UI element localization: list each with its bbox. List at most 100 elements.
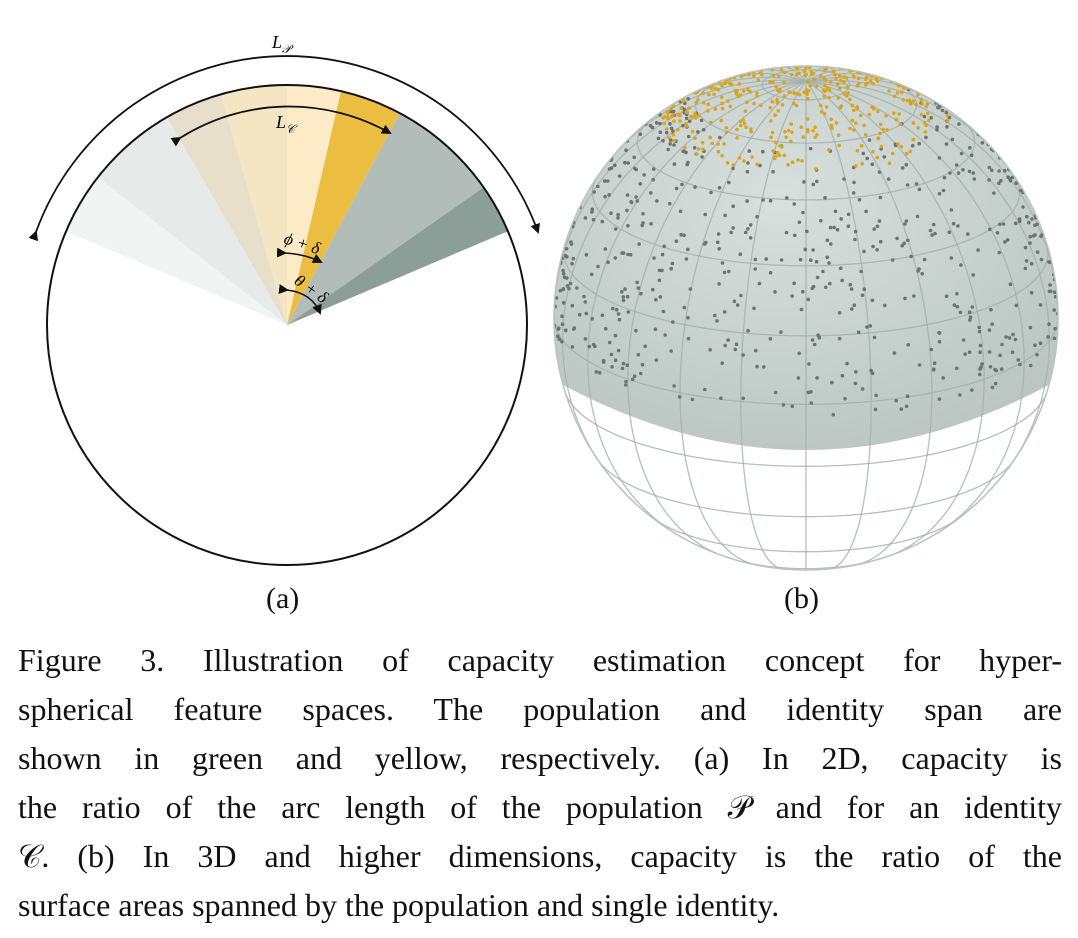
identity-sample-dot	[716, 142, 720, 146]
population-sample-dot	[718, 135, 722, 140]
identity-sample-dot	[863, 77, 868, 81]
population-sample-dot	[660, 268, 664, 273]
panel-b-sphere	[553, 65, 1059, 571]
population-sample-dot	[840, 373, 845, 378]
identity-sample-dot	[664, 127, 669, 131]
population-sample-dot	[589, 272, 594, 277]
population-sample-dot	[1013, 337, 1018, 342]
identity-sample-dot	[919, 97, 924, 102]
population-sample-dot	[988, 365, 993, 369]
identity-sample-dot	[855, 148, 860, 153]
population-sample-dot	[959, 263, 963, 267]
population-sample-dot	[662, 244, 666, 249]
population-sample-dot	[903, 222, 907, 226]
population-sample-dot	[583, 300, 588, 304]
identity-sample-dot	[671, 112, 675, 117]
identity-sample-dot	[661, 116, 665, 120]
population-sample-dot	[616, 212, 620, 217]
population-sample-dot	[563, 328, 568, 333]
population-sample-dot	[1047, 260, 1051, 264]
population-sample-dot	[623, 160, 627, 165]
population-sample-dot	[570, 303, 575, 308]
population-sample-dot	[805, 229, 809, 234]
population-sample-dot	[915, 214, 920, 219]
identity-sample-dot	[836, 133, 841, 137]
population-sample-dot	[621, 251, 626, 255]
population-sample-dot	[852, 180, 856, 185]
identity-sample-dot	[806, 79, 810, 84]
identity-sample-dot	[712, 92, 716, 96]
population-sample-dot	[560, 322, 565, 327]
population-sample-dot	[773, 290, 777, 294]
identity-sample-dot	[848, 126, 852, 131]
population-sample-dot	[651, 167, 656, 171]
population-sample-dot	[931, 222, 936, 227]
population-sample-dot	[1016, 358, 1021, 362]
population-sample-dot	[999, 367, 1004, 371]
population-sample-dot	[861, 151, 866, 156]
identity-sample-dot	[897, 112, 901, 116]
population-sample-dot	[814, 259, 819, 264]
population-sample-dot	[722, 270, 727, 275]
population-sample-dot	[1014, 303, 1019, 308]
population-sample-dot	[731, 166, 735, 171]
identity-sample-dot	[842, 92, 847, 96]
population-sample-dot	[733, 347, 737, 352]
population-sample-dot	[716, 232, 721, 236]
population-sample-dot	[905, 183, 910, 187]
population-sample-dot	[849, 287, 854, 291]
identity-sample-dot	[755, 91, 759, 96]
identity-sample-dot	[745, 100, 749, 104]
population-sample-dot	[609, 211, 613, 215]
population-sample-dot	[958, 393, 962, 397]
identity-sample-dot	[669, 106, 673, 111]
population-sample-dot	[1028, 234, 1032, 239]
population-sample-dot	[850, 307, 854, 311]
panel-a-label: (a)	[266, 582, 300, 615]
population-sample-dot	[703, 387, 707, 392]
population-sample-dot	[830, 380, 834, 385]
identity-sample-dot	[824, 66, 829, 71]
identity-sample-dot	[662, 121, 666, 126]
population-sample-dot	[671, 320, 675, 324]
identity-sample-dot	[738, 119, 743, 124]
population-sample-dot	[968, 318, 972, 322]
population-sample-dot	[987, 350, 992, 354]
population-sample-dot	[616, 348, 621, 353]
identity-sample-dot	[813, 125, 817, 129]
identity-sample-dot	[771, 80, 775, 85]
population-sample-dot	[871, 244, 875, 249]
population-sample-dot	[1038, 303, 1043, 307]
identity-sample-dot	[851, 108, 856, 113]
population-sample-dot	[990, 168, 994, 173]
identity-sample-dot	[879, 144, 884, 149]
population-sample-dot	[833, 209, 838, 214]
identity-sample-dot	[749, 129, 753, 134]
population-sample-dot	[674, 186, 679, 191]
population-sample-dot	[792, 202, 797, 206]
population-sample-dot	[584, 311, 589, 316]
population-sample-dot	[570, 262, 574, 266]
identity-sample-dot	[919, 112, 924, 117]
population-sample-dot	[956, 224, 960, 228]
population-sample-dot	[565, 284, 570, 288]
caption-line: Figure 3. Illustration of capacity estim…	[18, 642, 1062, 678]
population-sample-dot	[970, 388, 974, 392]
population-sample-dot	[999, 178, 1003, 183]
population-sample-dot	[651, 177, 655, 182]
population-sample-dot	[867, 138, 872, 142]
identity-sample-dot	[789, 122, 793, 126]
population-sample-dot	[626, 224, 630, 228]
latitude-line	[805, 174, 1021, 267]
identity-sample-dot	[689, 115, 693, 119]
identity-sample-dot	[731, 163, 736, 167]
population-sample-dot	[747, 149, 752, 153]
population-sample-dot	[937, 397, 942, 401]
population-sample-dot	[621, 295, 626, 299]
population-sample-dot	[597, 370, 602, 375]
population-sample-dot	[1011, 332, 1015, 337]
identity-sample-dot	[750, 155, 754, 159]
population-sample-dot	[606, 179, 610, 183]
identity-sample-dot	[859, 113, 863, 118]
population-sample-dot	[629, 199, 633, 204]
